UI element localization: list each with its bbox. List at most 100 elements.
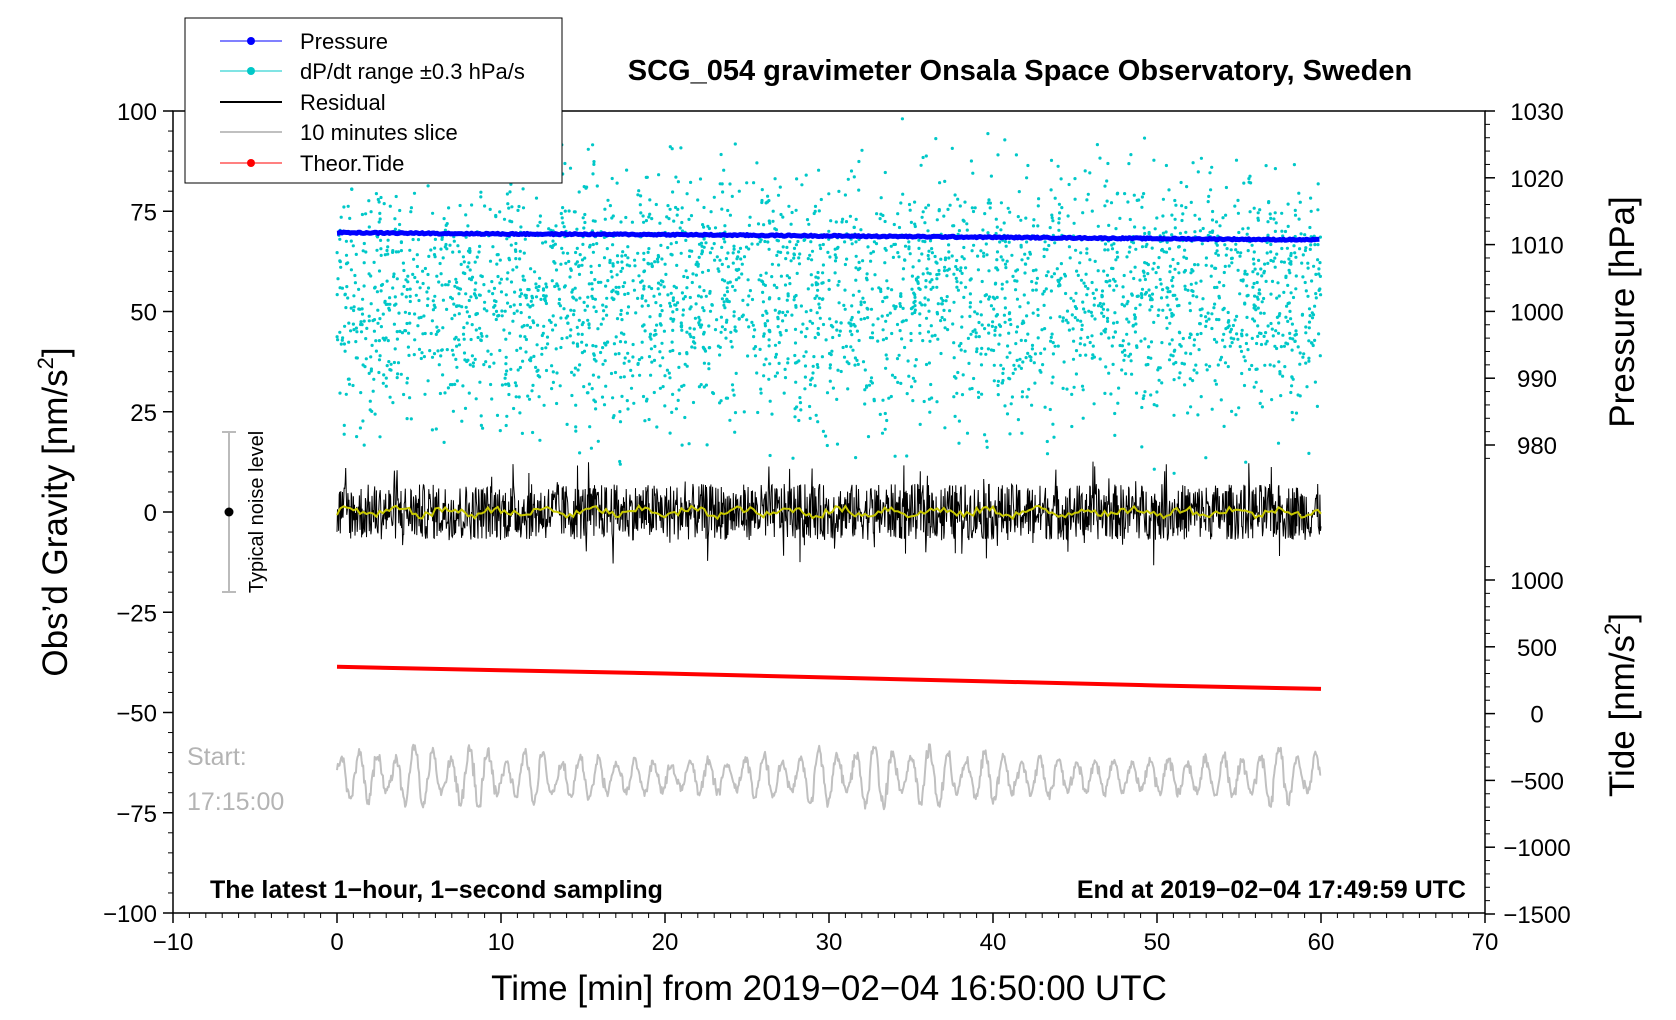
dpdt-point bbox=[488, 259, 493, 263]
dpdt-point bbox=[1235, 314, 1239, 318]
dpdt-point bbox=[1101, 307, 1105, 311]
dpdt-point bbox=[474, 296, 478, 300]
dpdt-point bbox=[1173, 348, 1177, 352]
dpdt-point bbox=[1260, 405, 1264, 409]
x-tick-label: 20 bbox=[652, 929, 679, 956]
dpdt-point bbox=[996, 153, 1000, 157]
dpdt-point bbox=[568, 275, 572, 279]
dpdt-point bbox=[1062, 360, 1066, 364]
dpdt-point bbox=[883, 219, 887, 224]
dpdt-point bbox=[720, 325, 725, 329]
dpdt-point bbox=[395, 376, 399, 380]
dpdt-point bbox=[518, 302, 523, 307]
dpdt-point bbox=[730, 194, 734, 198]
dpdt-point bbox=[1091, 291, 1095, 295]
dpdt-point bbox=[393, 295, 397, 299]
dpdt-point bbox=[620, 260, 624, 264]
dpdt-point bbox=[996, 393, 1000, 397]
dpdt-point bbox=[447, 206, 451, 210]
dpdt-point bbox=[642, 258, 646, 262]
dpdt-point bbox=[1290, 322, 1294, 326]
dpdt-point bbox=[636, 296, 640, 300]
dpdt-point bbox=[680, 229, 685, 233]
dpdt-point bbox=[1103, 204, 1107, 208]
dpdt-point bbox=[964, 285, 968, 289]
dpdt-point bbox=[1209, 274, 1213, 278]
dpdt-point bbox=[1091, 353, 1095, 357]
dpdt-point bbox=[1111, 277, 1116, 281]
dpdt-point bbox=[517, 204, 521, 209]
dpdt-point bbox=[505, 277, 509, 281]
dpdt-point bbox=[995, 225, 999, 229]
dpdt-point bbox=[388, 395, 392, 399]
dpdt-point bbox=[994, 217, 998, 221]
tide-line bbox=[336, 664, 1322, 691]
dpdt-point bbox=[602, 403, 607, 407]
dpdt-point bbox=[632, 401, 636, 405]
dpdt-point bbox=[868, 336, 873, 340]
dpdt-point bbox=[1049, 339, 1053, 343]
dpdt-point bbox=[1210, 264, 1214, 268]
dpdt-point bbox=[484, 360, 488, 364]
dpdt-point bbox=[1240, 334, 1244, 338]
dpdt-point bbox=[770, 275, 774, 279]
dpdt-point bbox=[406, 345, 410, 349]
dpdt-point bbox=[552, 243, 556, 247]
dpdt-point bbox=[508, 305, 513, 309]
dpdt-point bbox=[693, 316, 698, 320]
dpdt-point bbox=[455, 379, 459, 383]
dpdt-point bbox=[1184, 230, 1188, 234]
dpdt-point bbox=[647, 355, 652, 359]
dpdt-point bbox=[500, 383, 504, 387]
dpdt-point bbox=[795, 271, 799, 275]
dpdt-point bbox=[979, 300, 983, 304]
dpdt-point bbox=[1052, 272, 1056, 276]
slice-line bbox=[336, 743, 1322, 811]
dpdt-point bbox=[1081, 388, 1085, 392]
dpdt-point bbox=[614, 285, 618, 289]
dpdt-point bbox=[397, 311, 401, 315]
dpdt-point bbox=[906, 359, 910, 363]
dpdt-point bbox=[580, 263, 584, 267]
dpdt-point bbox=[1165, 326, 1169, 330]
dpdt-point bbox=[1074, 372, 1078, 376]
dpdt-point bbox=[502, 328, 506, 332]
x-tick-label: 50 bbox=[1144, 929, 1171, 956]
dpdt-point bbox=[1019, 338, 1023, 342]
dpdt-point bbox=[905, 454, 909, 458]
dpdt-point bbox=[777, 361, 781, 365]
dpdt-point bbox=[626, 291, 630, 296]
dpdt-point bbox=[929, 382, 933, 387]
slice-start-time: 17:15:00 bbox=[187, 788, 284, 816]
dpdt-point bbox=[613, 352, 618, 356]
dpdt-point bbox=[398, 208, 402, 213]
dpdt-point bbox=[354, 252, 358, 256]
dpdt-point bbox=[723, 306, 727, 310]
dpdt-point bbox=[1070, 392, 1074, 396]
x-tick-label: 10 bbox=[488, 929, 515, 956]
dpdt-point bbox=[935, 400, 939, 404]
dpdt-point bbox=[968, 314, 972, 318]
dpdt-point bbox=[444, 283, 448, 287]
dpdt-point bbox=[957, 229, 962, 233]
dpdt-point bbox=[362, 443, 366, 447]
dpdt-point bbox=[428, 349, 432, 353]
dpdt-point bbox=[595, 242, 599, 246]
dpdt-point bbox=[1018, 357, 1022, 361]
dpdt-point bbox=[502, 217, 507, 221]
dpdt-point bbox=[1242, 181, 1246, 185]
dpdt-point bbox=[1304, 361, 1308, 365]
dpdt-point bbox=[733, 411, 738, 415]
dpdt-point bbox=[430, 428, 434, 432]
dpdt-point bbox=[952, 272, 956, 276]
dpdt-point bbox=[935, 310, 939, 315]
dpdt-point bbox=[1299, 232, 1303, 236]
dpdt-point bbox=[1025, 240, 1029, 244]
dpdt-point bbox=[907, 240, 911, 244]
dpdt-point bbox=[551, 239, 555, 243]
dpdt-point bbox=[987, 269, 991, 273]
dpdt-point bbox=[527, 397, 532, 401]
dpdt-point bbox=[804, 310, 808, 314]
dpdt-point bbox=[451, 250, 455, 254]
dpdt-point bbox=[1072, 221, 1076, 225]
